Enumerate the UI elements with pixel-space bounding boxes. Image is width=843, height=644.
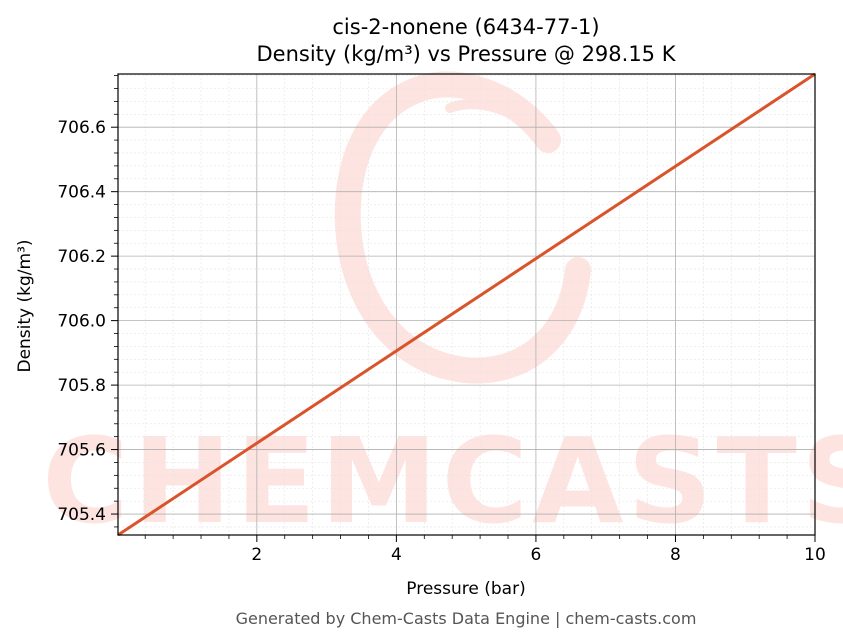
- watermark: CHEMCASTS: [42, 71, 843, 550]
- y-tick-label: 706.0: [57, 312, 106, 332]
- x-tick-label: 6: [531, 545, 542, 565]
- axis-ticks: [111, 75, 816, 542]
- footer-credit: Generated by Chem-Casts Data Engine | ch…: [236, 609, 697, 628]
- y-tick-label: 706.4: [57, 183, 106, 203]
- watermark-text: CHEMCASTS: [42, 412, 843, 550]
- chart-title: cis-2-nonene (6434-77-1): [332, 15, 599, 39]
- y-tick-label: 705.4: [57, 505, 106, 525]
- y-tick-label: 705.8: [57, 376, 106, 396]
- minor-grid: [118, 74, 815, 535]
- y-tick-label: 706.2: [57, 247, 106, 267]
- x-tick-label: 2: [251, 545, 262, 565]
- density-series-line: [117, 72, 816, 537]
- major-grid: [118, 74, 816, 535]
- x-axis-label: Pressure (bar): [406, 579, 525, 599]
- chart-subtitle: Density (kg/m³) vs Pressure @ 298.15 K: [256, 42, 676, 66]
- y-tick-label: 706.6: [57, 118, 106, 138]
- y-tick-label: 705.6: [57, 441, 106, 461]
- x-tick-label: 4: [391, 545, 402, 565]
- x-tick-label: 10: [804, 545, 826, 565]
- plot-frame: [117, 73, 816, 536]
- y-axis-label: Density (kg/m³): [15, 239, 35, 372]
- tick-labels: 2 4 6 8 10 705.4 705.6 705.8 706.0 706.2 706.4 706.…: [57, 118, 825, 565]
- series-layer: [117, 72, 816, 537]
- x-tick-label: 8: [670, 545, 681, 565]
- watermark-logo-icon: [334, 71, 591, 384]
